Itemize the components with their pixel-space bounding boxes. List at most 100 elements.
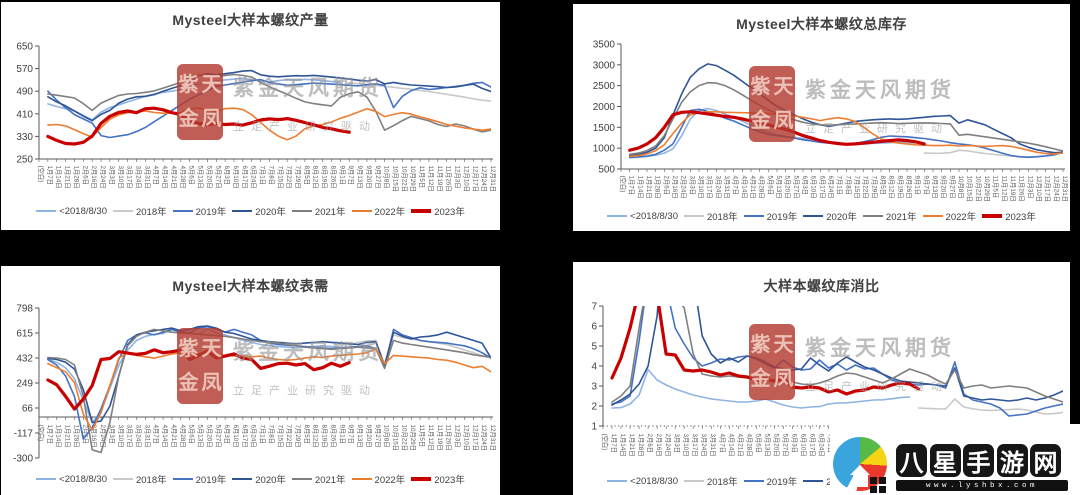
svg-text:4月14日: 4月14日 — [740, 176, 748, 199]
site-name-char: 八 — [896, 444, 927, 477]
svg-text:12月3日: 12月3日 — [1026, 176, 1034, 199]
svg-text:4月7日: 4月7日 — [732, 176, 740, 196]
production-chart-canvas: 250 330 410 490 570 650 (空白) 1月7日 1月14日 1月21日 1月28… — [16, 42, 497, 193]
legend-line-swatch — [683, 215, 704, 217]
svg-text:10月29日: 10月29日 — [409, 166, 417, 193]
legend-line-swatch — [982, 214, 1003, 218]
svg-text:2月6日: 2月6日 — [81, 425, 89, 445]
svg-text:6月24日: 6月24日 — [817, 434, 825, 457]
svg-text:1月7日: 1月7日 — [46, 166, 54, 186]
svg-text:7月8日: 7月8日 — [267, 425, 275, 445]
svg-text:3月31日: 3月31日 — [143, 166, 151, 189]
svg-text:4: 4 — [591, 362, 597, 373]
svg-text:1月28日: 1月28日 — [72, 166, 80, 189]
site-name-char: 星 — [929, 444, 961, 477]
svg-text:6月10日: 6月10日 — [810, 176, 818, 199]
svg-text:8月19日: 8月19日 — [321, 166, 329, 189]
svg-text:1500: 1500 — [593, 123, 616, 134]
svg-text:11月19日: 11月19日 — [1009, 176, 1017, 202]
svg-text:250: 250 — [16, 155, 33, 166]
svg-text:10月22日: 10月22日 — [400, 425, 408, 452]
svg-text:7月15日: 7月15日 — [276, 166, 284, 189]
svg-text:12月10日: 12月10日 — [462, 166, 470, 193]
legend-label: 2018年 — [706, 477, 738, 488]
svg-text:3月24日: 3月24日 — [134, 166, 142, 189]
svg-text:11月12日: 11月12日 — [1000, 176, 1008, 202]
svg-text:4月28日: 4月28日 — [758, 176, 766, 199]
legend-line-swatch — [411, 209, 432, 213]
legend-item-2020年: 2020年 — [803, 209, 857, 223]
svg-text:7月22日: 7月22日 — [285, 425, 293, 448]
svg-text:3月3日: 3月3日 — [108, 425, 116, 445]
svg-text:11月5日: 11月5日 — [992, 176, 1000, 199]
svg-text:4月14日: 4月14日 — [161, 425, 169, 448]
svg-text:10月22日: 10月22日 — [400, 166, 408, 193]
svg-text:6月3日: 6月3日 — [790, 434, 798, 454]
svg-text:7月29日: 7月29日 — [294, 425, 302, 448]
svg-text:9月20日: 9月20日 — [365, 425, 373, 448]
svg-text:7月29日: 7月29日 — [294, 166, 302, 189]
legend-line-swatch — [291, 478, 312, 480]
svg-text:6月17日: 6月17日 — [818, 176, 826, 199]
legend-item-<2018/8/30: <2018/8/30 — [607, 476, 678, 487]
legend-label: 2023年 — [434, 475, 465, 486]
legend-item-2021年: 2021年 — [291, 472, 346, 486]
legend-label: 2021年 — [314, 207, 346, 218]
svg-text:3月10日: 3月10日 — [117, 166, 125, 189]
legend-item-2020年: 2020年 — [232, 204, 286, 218]
svg-text:8月12日: 8月12日 — [888, 176, 896, 199]
svg-text:5月13日: 5月13日 — [197, 166, 205, 189]
svg-text:3月31日: 3月31日 — [723, 176, 731, 199]
svg-text:1月7日: 1月7日 — [46, 425, 54, 445]
svg-text:2月16日: 2月16日 — [90, 425, 98, 448]
svg-text:8月5日: 8月5日 — [303, 425, 311, 445]
legend-line-swatch — [803, 480, 824, 482]
chart-panel-demand: Mysteel大样本螺纹表需 -300 -117 66 249 432 615 798 (空白… — [1, 266, 500, 495]
svg-text:1月14日: 1月14日 — [55, 425, 63, 448]
svg-text:7月22日: 7月22日 — [285, 166, 293, 189]
svg-text:10月22日: 10月22日 — [974, 176, 982, 203]
site-url: www.lyshbx.com — [896, 480, 1068, 491]
svg-text:6月10日: 6月10日 — [232, 166, 240, 189]
svg-text:4月7日: 4月7日 — [152, 166, 160, 186]
legend-line-swatch — [36, 210, 57, 212]
legend-item-2019年: 2019年 — [743, 209, 797, 223]
svg-text:12月3日: 12月3日 — [454, 425, 462, 448]
legend-item-2023年: 2023年 — [411, 472, 465, 486]
svg-text:1月14日: 1月14日 — [636, 176, 644, 199]
legend-label: 2018年 — [135, 475, 167, 486]
legend-label: <2018/8/30 — [59, 473, 107, 485]
svg-text:2月16日: 2月16日 — [655, 434, 663, 457]
svg-text:7月15日: 7月15日 — [276, 425, 284, 448]
legend-label: 2019年 — [195, 475, 227, 486]
svg-text:2月6日: 2月6日 — [662, 176, 670, 196]
svg-text:7月22日: 7月22日 — [862, 176, 870, 199]
svg-text:8月5日: 8月5日 — [879, 176, 887, 196]
svg-text:(空白): (空白) — [37, 425, 46, 442]
legend-item-2019年: 2019年 — [172, 472, 227, 486]
svg-text:5月6日: 5月6日 — [188, 425, 196, 445]
svg-text:2000: 2000 — [593, 102, 616, 113]
svg-text:12月24日: 12月24日 — [480, 166, 488, 193]
svg-text:6月3日: 6月3日 — [223, 425, 231, 445]
svg-text:2月16日: 2月16日 — [671, 176, 679, 199]
legend-item-2018年: 2018年 — [112, 472, 167, 486]
svg-text:12月17日: 12月17日 — [1044, 176, 1052, 203]
svg-text:1月21日: 1月21日 — [64, 425, 72, 448]
svg-text:4月14日: 4月14日 — [727, 434, 735, 457]
svg-text:9月7日: 9月7日 — [922, 176, 930, 196]
svg-text:6月3日: 6月3日 — [223, 166, 231, 186]
site-name: 八 星 手 游 网 — [896, 444, 1061, 477]
svg-text:10月8日: 10月8日 — [383, 425, 391, 448]
svg-text:5月27日: 5月27日 — [792, 176, 800, 199]
svg-text:410: 410 — [16, 109, 33, 120]
legend-line-swatch — [112, 210, 133, 212]
svg-text:1月14日: 1月14日 — [619, 434, 627, 457]
legend-label: 2021年 — [885, 212, 917, 223]
legend-item-2023年: 2023年 — [982, 209, 1036, 223]
legend-item-2019年: 2019年 — [743, 474, 797, 488]
legend-label: 2023年 — [434, 207, 465, 218]
svg-text:9月27日: 9月27日 — [948, 176, 956, 199]
svg-text:8月26日: 8月26日 — [329, 166, 337, 189]
legend-line-swatch — [411, 477, 432, 481]
